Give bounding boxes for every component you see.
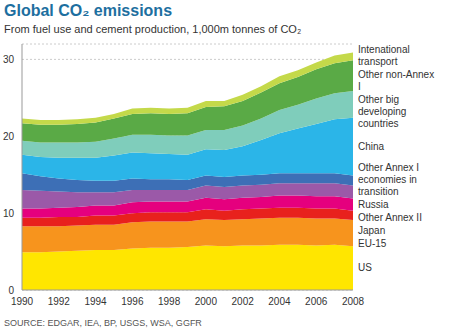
svg-text:2004: 2004 — [268, 296, 291, 307]
svg-text:0: 0 — [8, 285, 14, 296]
html-text:EU-15: EU-15 — [358, 238, 387, 250]
svg-text:30: 30 — [8, 54, 14, 65]
svg-text:2002: 2002 — [232, 296, 255, 307]
html-text:I: I — [358, 81, 361, 93]
html-text:transition: transition — [358, 186, 399, 198]
html-text:developing: developing — [358, 106, 407, 118]
svg-text:20: 20 — [8, 131, 14, 142]
html-text:From fuel use and cement produ: From fuel use and cement production, 1,0… — [4, 23, 302, 35]
html-text:economies in: economies in — [358, 174, 417, 186]
html-text:US: US — [358, 262, 372, 274]
html-text:SOURCE: EDGAR, IEA, BP, USGS,: SOURCE: EDGAR, IEA, BP, USGS, WSA, GGFR — [4, 318, 202, 328]
html-text:Other non-Annex: Other non-Annex — [358, 69, 435, 81]
svg-text:2008: 2008 — [342, 296, 365, 307]
html-text:Russia: Russia — [358, 199, 389, 211]
svg-text:1994: 1994 — [84, 296, 107, 307]
html-text:Other Annex I: Other Annex I — [358, 162, 420, 174]
html-text:Other big: Other big — [358, 94, 400, 106]
html-text:China: China — [358, 140, 385, 152]
svg-text:2000: 2000 — [195, 296, 218, 307]
html-text:Other Annex II: Other Annex II — [358, 212, 422, 224]
svg-text:1998: 1998 — [158, 296, 181, 307]
html-text:Intenational: Intenational — [358, 44, 410, 56]
svg-text:2006: 2006 — [305, 296, 328, 307]
html-text:countries: countries — [358, 118, 399, 130]
svg-text:1992: 1992 — [48, 296, 71, 307]
html-text:Global CO₂ emissions: Global CO₂ emissions — [4, 2, 172, 19]
html-text:Japan: Japan — [358, 225, 386, 237]
svg-text:1996: 1996 — [121, 296, 144, 307]
svg-text:10: 10 — [8, 208, 14, 219]
html-text:transport: transport — [358, 56, 398, 68]
svg-text:1990: 1990 — [11, 296, 34, 307]
